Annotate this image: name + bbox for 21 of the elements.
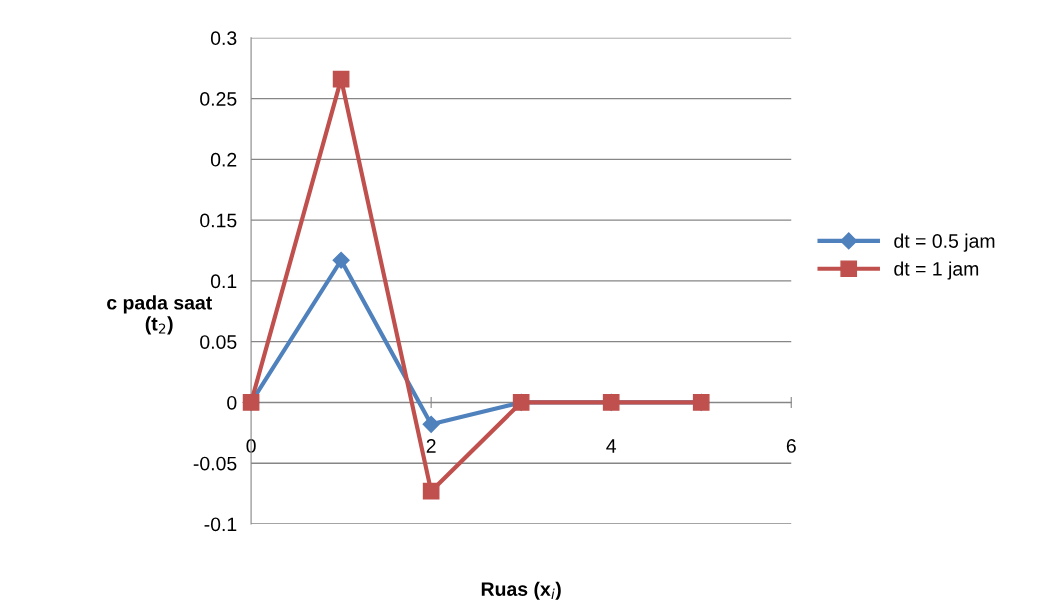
x-tick-label: 0 <box>246 439 256 453</box>
y-tick-label: 0.15 <box>200 213 237 228</box>
y-axis-title: c pada saat (t$_{2}$) <box>107 295 212 335</box>
y-tick-label: 0.3 <box>210 31 237 46</box>
y-tick-label: -0.1 <box>204 517 237 532</box>
y-tick-label: 0.1 <box>210 274 237 289</box>
legend-label: dt = 0.5 jam <box>894 233 995 252</box>
x-tick-label: 2 <box>426 439 436 453</box>
y-tick-label: 0.2 <box>210 152 237 167</box>
point <box>332 251 350 269</box>
x-tick-label: 4 <box>606 439 617 453</box>
point <box>332 70 350 88</box>
y-tick-label: 0 <box>227 395 237 410</box>
legend-label: dt = 1 jam <box>894 261 979 280</box>
y-tick-label: 0.25 <box>200 92 237 106</box>
y-tick-label: 0.05 <box>200 335 237 349</box>
y-tick-label: -0.05 <box>193 456 237 471</box>
point <box>422 415 440 433</box>
x-axis-title: Ruas (x$_{i}$) <box>481 581 561 600</box>
point <box>422 482 440 500</box>
x-tick-label: 6 <box>786 439 796 453</box>
